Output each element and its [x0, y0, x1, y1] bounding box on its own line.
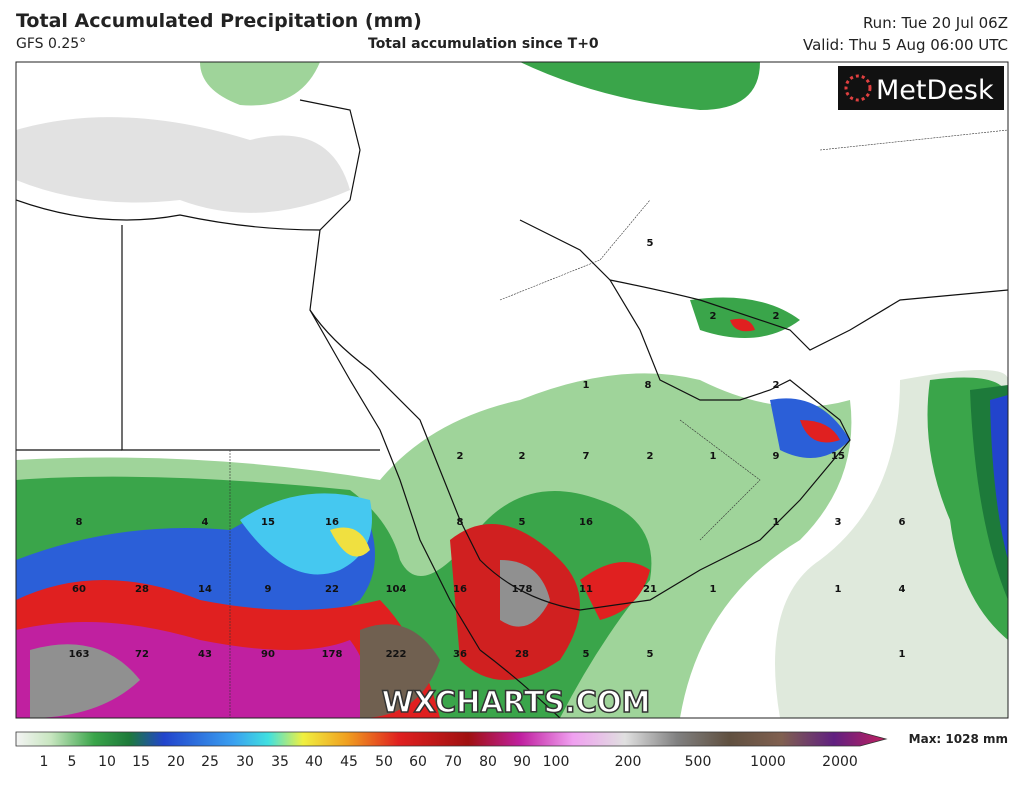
map-value-label: 1: [710, 451, 717, 462]
map-value-label: 8: [645, 380, 652, 391]
map-value-label: 4: [899, 584, 906, 595]
map-value-label: 16: [579, 517, 593, 528]
map-value-label: 178: [512, 584, 533, 595]
map-value-label: 1: [899, 649, 906, 660]
map-value-label: 11: [579, 584, 593, 595]
map-value-label: 5: [583, 649, 590, 660]
colorbar-tick-label: 1: [40, 754, 49, 770]
map-value-label: 2: [710, 311, 717, 322]
map-value-label: 28: [515, 649, 529, 660]
colorbar: [15, 731, 888, 747]
colorbar-tick-label: 1000: [750, 754, 786, 770]
map-value-label: 90: [261, 649, 275, 660]
colorbar-tick-label: 100: [543, 754, 570, 770]
colorbar-tick-label: 10: [98, 754, 116, 770]
map-value-label: 16: [325, 517, 339, 528]
map-value-label: 15: [261, 517, 275, 528]
map-value-label: 1: [710, 584, 717, 595]
colorbar-tick-label: 30: [236, 754, 254, 770]
map-value-label: 104: [386, 584, 407, 595]
map-value-label: 4: [202, 517, 209, 528]
model: GFS 0.25°: [16, 36, 87, 52]
map-value-label: 3: [835, 517, 842, 528]
colorbar-tick-label: 35: [271, 754, 289, 770]
colorbar-tick-label: 15: [132, 754, 150, 770]
map-value-label: 8: [76, 517, 83, 528]
colorbar-tick-label: 25: [201, 754, 219, 770]
map-value-label: 28: [135, 584, 149, 595]
colorbar-tick-label: 200: [615, 754, 642, 770]
colorbar-tick-label: 5: [68, 754, 77, 770]
subtitle: Total accumulation since T+0: [368, 36, 599, 52]
map-value-label: 72: [135, 649, 149, 660]
colorbar-tick-label: 90: [513, 754, 531, 770]
colorbar-tick-label: 70: [444, 754, 462, 770]
logo-box: [838, 66, 1004, 110]
map-value-label: 16: [453, 584, 467, 595]
map-value-label: 5: [647, 649, 654, 660]
colorbar-tick-label: 40: [305, 754, 323, 770]
map-value-label: 178: [322, 649, 343, 660]
colorbar-tick-label: 50: [375, 754, 393, 770]
map-value-label: 1: [583, 380, 590, 391]
max-label: Max: 1028 mm: [909, 732, 1008, 746]
colorbar-tick-label: 2000: [822, 754, 858, 770]
map-area: [16, 62, 1008, 718]
valid-time: Valid: Thu 5 Aug 06:00 UTC: [802, 36, 1008, 54]
map-value-label: 60: [72, 584, 86, 595]
map-value-label: 2: [773, 311, 780, 322]
map-value-label: 1: [773, 517, 780, 528]
map-value-label: 2: [519, 451, 526, 462]
map-value-label: 9: [265, 584, 272, 595]
watermark: WXCHARTS.COM: [382, 685, 651, 719]
title: Total Accumulated Precipitation (mm): [16, 10, 422, 32]
map-value-label: 5: [647, 238, 654, 249]
colorbar-tick-label: 20: [167, 754, 185, 770]
map-value-label: 1: [835, 584, 842, 595]
map-value-label: 6: [899, 517, 906, 528]
run-time: Run: Tue 20 Jul 06Z: [862, 14, 1008, 32]
colorbar-tick-label: 45: [340, 754, 358, 770]
map-value-label: 222: [386, 649, 407, 660]
map-value-label: 43: [198, 649, 212, 660]
logo-icon: [844, 74, 872, 102]
map-value-label: 8: [457, 517, 464, 528]
colorbar-tick-label: 500: [685, 754, 712, 770]
map-value-label: 14: [198, 584, 212, 595]
map-value-label: 15: [831, 451, 845, 462]
map-value-label: 36: [453, 649, 467, 660]
map-value-label: 2: [647, 451, 654, 462]
map-value-label: 2: [773, 380, 780, 391]
map-value-label: 7: [583, 451, 590, 462]
colorbar-tick-label: 80: [479, 754, 497, 770]
map-value-label: 5: [519, 517, 526, 528]
map-value-label: 2: [457, 451, 464, 462]
map-value-label: 21: [643, 584, 657, 595]
colorbar-tick-label: 60: [409, 754, 427, 770]
map-value-label: 163: [69, 649, 90, 660]
logo-text: MetDesk: [876, 75, 994, 106]
map-value-label: 22: [325, 584, 339, 595]
map-value-label: 9: [773, 451, 780, 462]
